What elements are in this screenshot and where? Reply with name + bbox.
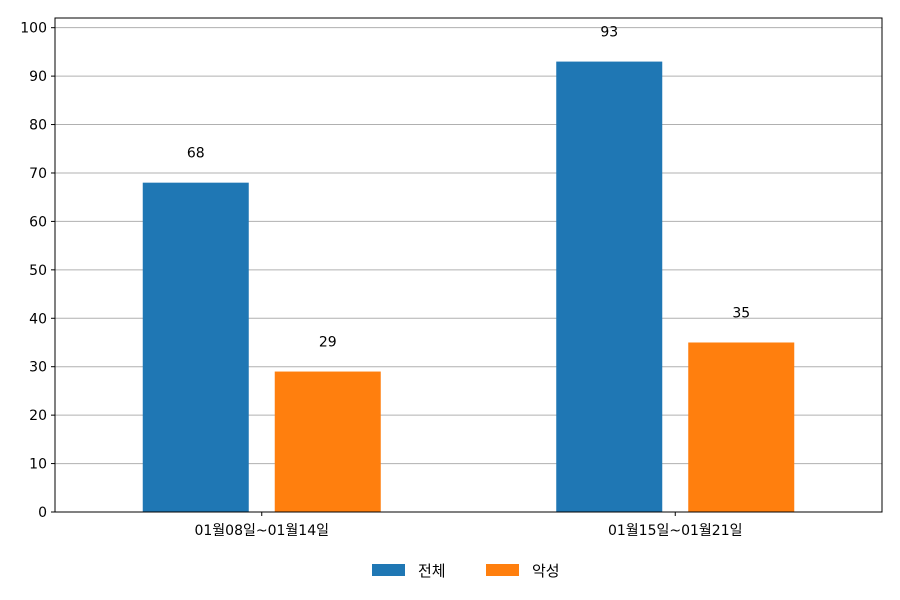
bar-total [142, 182, 249, 512]
y-tick-label: 60 [29, 214, 47, 230]
y-tick-label: 70 [29, 166, 47, 182]
bar-malicious [274, 371, 381, 512]
legend-swatch [486, 564, 519, 576]
x-tick-label: 01월15일~01월21일 [608, 523, 743, 539]
y-tick-label: 100 [20, 21, 47, 37]
y-tick-label: 30 [29, 360, 47, 376]
data-label: 68 [187, 146, 205, 162]
legend-label: 악성 [532, 562, 560, 580]
y-tick-label: 40 [29, 311, 47, 327]
legend: 전체 악성 [372, 562, 560, 580]
bars [142, 61, 795, 513]
data-label: 35 [732, 305, 750, 321]
y-tick-label: 20 [29, 408, 47, 424]
plot-frame [54, 17, 883, 513]
legend-swatch [372, 564, 405, 576]
bar-total [556, 61, 663, 513]
y-tick-label: 0 [38, 505, 47, 521]
x-tick-label: 01월08일~01월14일 [194, 523, 329, 539]
data-labels: 68 29 93 35 [187, 25, 750, 351]
y-tick-label: 10 [29, 457, 47, 473]
legend-label: 전체 [418, 562, 446, 580]
y-tick-label: 50 [29, 263, 47, 279]
y-tick-label: 90 [29, 69, 47, 85]
y-tick-label: 80 [29, 118, 47, 134]
bar-malicious [688, 342, 795, 512]
y-axis: 0 10 20 30 40 50 60 70 80 90 100 [20, 21, 55, 521]
data-label: 29 [319, 335, 337, 351]
data-label: 93 [600, 25, 618, 41]
x-axis: 01월08일~01월14일 01월15일~01월21일 [194, 512, 743, 539]
